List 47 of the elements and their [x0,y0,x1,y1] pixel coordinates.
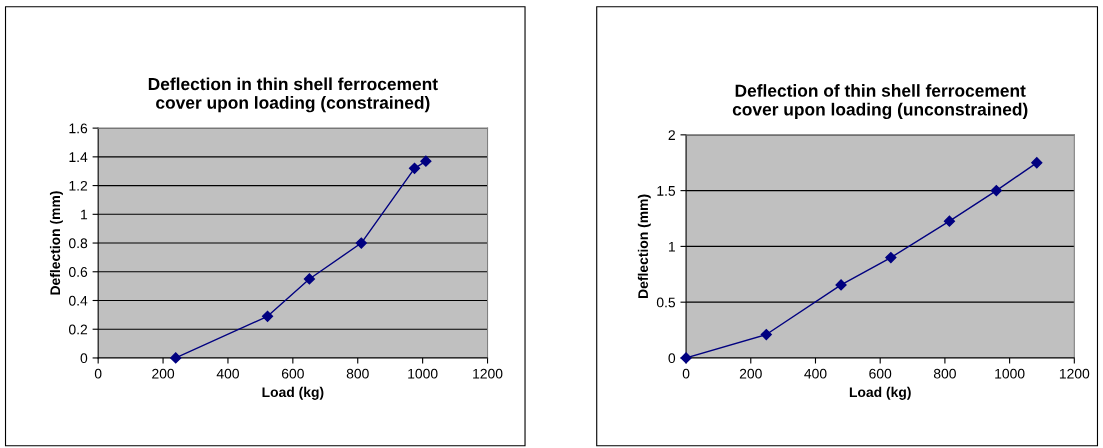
x-axis-title: Load (kg) [262,386,324,400]
x-tick-label: 0 [94,368,102,379]
y-tick-label: 1.6 [69,123,88,134]
point [261,310,274,322]
point [303,273,315,285]
y-tick-label: 1.4 [69,152,88,162]
point [943,215,956,227]
y-tick-label: 0 [668,353,676,364]
x-tick-label: 1200 [473,368,503,379]
point [420,155,432,167]
x-tick-label: 400 [804,368,827,379]
y-tick-label: 1 [81,209,88,220]
y-tick-label: 0.5 [656,297,676,308]
y-axis-title: Deflection (mm) [637,194,651,298]
x-tick-label: 800 [346,368,369,379]
y-tick-label: 2 [668,130,675,140]
point [1031,157,1043,169]
x-tick-label: 1200 [1059,368,1090,379]
point [760,328,772,341]
y-tick-label: 0 [80,353,88,364]
y-tick-label: 1.5 [657,186,676,196]
x-axis-title: Load (kg) [849,386,911,400]
x-tick-label: 200 [152,368,175,379]
x-tick-label: 800 [933,368,956,379]
y-tick-label: 1.2 [69,180,88,191]
point [835,279,847,291]
x-tick-label: 200 [739,368,762,379]
point [170,352,182,364]
x-tick-label: 1000 [995,368,1025,379]
y-tick-label: 0.8 [68,238,88,249]
chart-title: Deflection in thin shell ferrocement cover upon loading (constrained) [148,77,438,113]
x-tick-label: 600 [281,368,304,379]
x-tick-label: 0 [682,368,690,379]
point [680,352,692,364]
point [885,251,897,264]
y-tick-label: 1 [668,241,675,252]
y-tick-label: 0.4 [68,295,88,306]
x-tick-label: 600 [869,368,892,379]
x-tick-label: 1000 [408,368,438,379]
chart-title: Deflection of thin shell ferrocement cover upon loading (unconstrained) [732,84,1028,120]
point [990,185,1002,197]
y-tick-label: 0.2 [68,324,88,335]
point [355,237,367,249]
y-axis-title: Deflection (mm) [49,191,63,295]
point [408,162,421,174]
y-tick-label: 0.6 [68,267,88,277]
x-tick-label: 400 [216,368,239,379]
